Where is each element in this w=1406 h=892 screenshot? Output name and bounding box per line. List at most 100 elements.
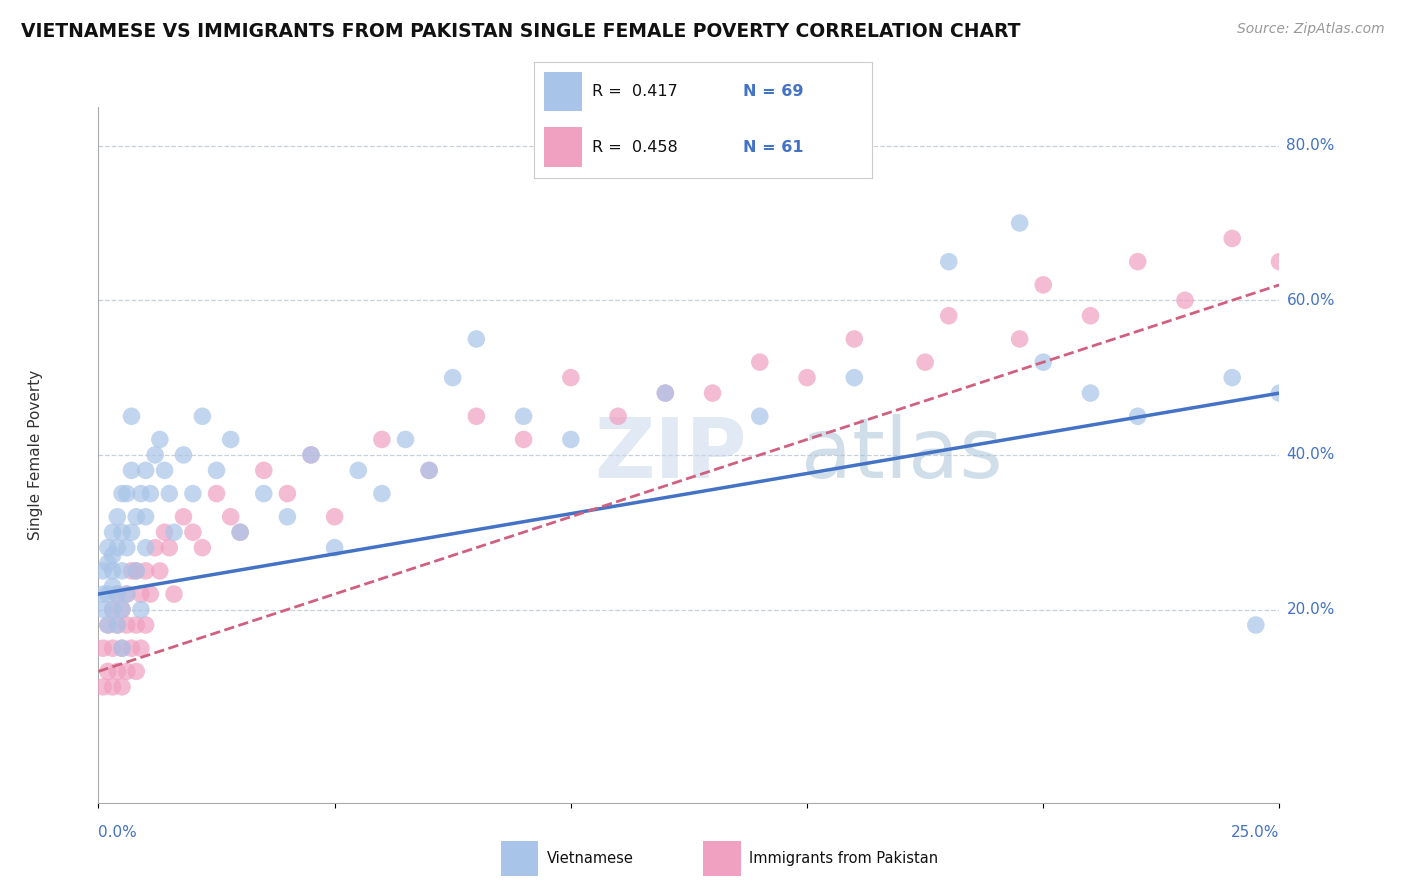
Point — [129, 486, 152, 500]
Point — [101, 564, 124, 578]
Point — [135, 564, 157, 578]
Point — [91, 587, 114, 601]
Text: Single Female Poverty: Single Female Poverty — [28, 370, 42, 540]
Point — [418, 463, 440, 477]
Point — [115, 587, 138, 601]
Text: 80.0%: 80.0% — [1286, 138, 1334, 153]
Point — [172, 509, 194, 524]
Point — [139, 587, 162, 601]
Point — [796, 370, 818, 384]
Point — [253, 463, 276, 477]
Text: Vietnamese: Vietnamese — [547, 851, 634, 866]
Point — [1008, 216, 1031, 230]
Point — [938, 254, 960, 268]
Point — [229, 525, 252, 540]
Point — [219, 509, 242, 524]
Point — [157, 486, 180, 500]
Point — [654, 386, 676, 401]
Point — [153, 463, 176, 477]
Point — [135, 618, 157, 632]
Point — [91, 680, 114, 694]
Point — [105, 618, 128, 632]
Point — [143, 448, 166, 462]
Point — [748, 409, 770, 424]
Point — [394, 433, 416, 447]
Point — [205, 463, 228, 477]
Text: 20.0%: 20.0% — [1286, 602, 1334, 617]
Point — [111, 641, 134, 656]
Point — [371, 486, 394, 500]
Point — [1268, 386, 1291, 401]
Point — [135, 463, 157, 477]
Point — [105, 509, 128, 524]
Point — [844, 370, 866, 384]
Point — [299, 448, 322, 462]
Point — [1244, 618, 1267, 632]
Point — [441, 370, 464, 384]
Point — [607, 409, 630, 424]
Bar — [703, 841, 741, 876]
Point — [560, 370, 582, 384]
Point — [121, 564, 143, 578]
Point — [371, 433, 394, 447]
Point — [129, 587, 152, 601]
Text: ZIP: ZIP — [595, 415, 747, 495]
Point — [153, 525, 176, 540]
Point — [105, 541, 128, 555]
Point — [219, 433, 242, 447]
Point — [465, 409, 488, 424]
Point — [149, 433, 172, 447]
Text: VIETNAMESE VS IMMIGRANTS FROM PAKISTAN SINGLE FEMALE POVERTY CORRELATION CHART: VIETNAMESE VS IMMIGRANTS FROM PAKISTAN S… — [21, 22, 1021, 41]
Point — [101, 680, 124, 694]
Point — [1220, 370, 1243, 384]
Point — [115, 618, 138, 632]
Point — [121, 409, 143, 424]
Point — [125, 509, 148, 524]
Point — [149, 564, 172, 578]
Point — [1032, 355, 1054, 369]
Point — [172, 448, 194, 462]
Point — [1126, 254, 1149, 268]
Point — [111, 680, 134, 694]
Point — [135, 541, 157, 555]
Point — [111, 564, 134, 578]
Point — [181, 486, 204, 500]
Point — [191, 541, 214, 555]
Point — [143, 541, 166, 555]
Point — [125, 665, 148, 679]
Point — [91, 641, 114, 656]
Point — [1032, 277, 1054, 292]
Text: Immigrants from Pakistan: Immigrants from Pakistan — [749, 851, 939, 866]
Point — [191, 409, 214, 424]
Point — [101, 602, 124, 616]
Point — [418, 463, 440, 477]
Point — [163, 587, 186, 601]
Point — [129, 602, 152, 616]
Point — [512, 433, 534, 447]
Point — [125, 618, 148, 632]
Point — [115, 541, 138, 555]
Text: R =  0.458: R = 0.458 — [592, 139, 678, 154]
Text: 0.0%: 0.0% — [98, 825, 138, 840]
Text: R =  0.417: R = 0.417 — [592, 84, 678, 99]
Text: N = 61: N = 61 — [744, 139, 804, 154]
Point — [1220, 231, 1243, 245]
Point — [702, 386, 724, 401]
Point — [181, 525, 204, 540]
Point — [1008, 332, 1031, 346]
Text: atlas: atlas — [801, 415, 1002, 495]
Point — [111, 525, 134, 540]
Point — [125, 564, 148, 578]
Point — [163, 525, 186, 540]
Bar — [544, 128, 582, 167]
Point — [914, 355, 936, 369]
Point — [105, 587, 128, 601]
Point — [347, 463, 370, 477]
Point — [323, 541, 346, 555]
Point — [276, 509, 298, 524]
Point — [229, 525, 252, 540]
Point — [1080, 386, 1102, 401]
Point — [111, 602, 134, 616]
Point — [115, 665, 138, 679]
Text: 25.0%: 25.0% — [1232, 825, 1279, 840]
